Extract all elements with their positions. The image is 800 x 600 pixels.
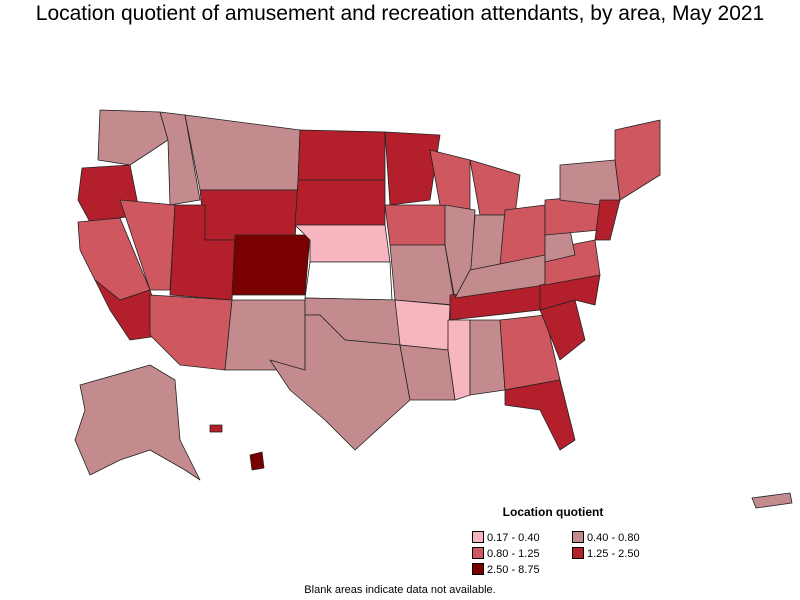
region-colorado	[231, 234, 311, 296]
region-washington	[97, 109, 169, 166]
map-title: Location quotient of amusement and recre…	[35, 2, 765, 25]
region-arkansas	[394, 299, 451, 351]
region-south-dakota	[294, 179, 386, 226]
footnote: Blank areas indicate data not available.	[304, 584, 496, 596]
region-missouri	[389, 244, 456, 306]
region-mid-atlantic	[594, 199, 621, 241]
legend-label-1: 0.40 - 0.80	[587, 532, 640, 544]
region-hawaii	[249, 451, 265, 471]
legend-swatch-2	[472, 547, 484, 559]
region-florida	[504, 379, 576, 451]
region-idaho	[159, 111, 201, 206]
legend-swatch-0	[472, 531, 484, 543]
region-new-mexico	[224, 299, 306, 371]
region-michigan	[469, 159, 521, 216]
legend-title: Location quotient	[502, 505, 604, 519]
region-arizona	[149, 294, 233, 371]
region-north-dakota	[297, 129, 386, 181]
legend-swatch-3	[572, 547, 584, 559]
region-new-york	[559, 159, 621, 206]
legend-label-4: 2.50 - 8.75	[487, 564, 540, 576]
region-montana	[184, 114, 301, 191]
legend-item-0: 0.17 - 0.40	[472, 531, 540, 545]
region-alaska	[74, 364, 201, 481]
region-louisiana	[399, 344, 456, 401]
legend-item-4: 2.50 - 8.75	[472, 563, 540, 577]
region-wyoming	[199, 189, 299, 241]
region-hawaii-islands	[209, 424, 223, 433]
legend-label-0: 0.17 - 0.40	[487, 532, 540, 544]
legend-item-1: 0.40 - 0.80	[572, 531, 640, 545]
region-puerto-rico	[751, 492, 793, 509]
region-minnesota	[384, 131, 441, 206]
region-mississippi	[447, 319, 471, 401]
legend-label-2: 0.80 - 1.25	[487, 548, 540, 560]
region-texas	[269, 314, 411, 451]
region-kansas	[304, 261, 393, 301]
legend-swatch-4	[472, 563, 484, 575]
region-iowa	[384, 204, 446, 246]
legend-item-2: 0.80 - 1.25	[472, 547, 540, 561]
legend-label-3: 1.25 - 2.50	[587, 548, 640, 560]
legend-swatch-1	[572, 531, 584, 543]
region-wisconsin	[429, 149, 471, 211]
region-new-england	[614, 119, 661, 201]
region-alabama	[469, 319, 506, 396]
legend-item-3: 1.25 - 2.50	[572, 547, 640, 561]
